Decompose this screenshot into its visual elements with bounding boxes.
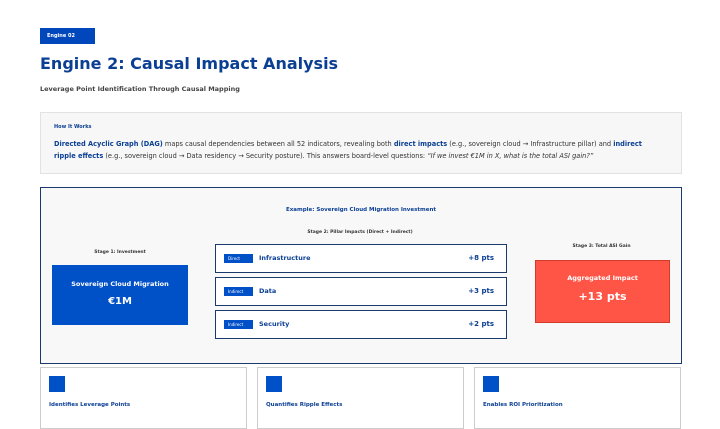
feature-card: Enables ROI Prioritization — [474, 367, 681, 429]
stage-label: Stage 2: Pillar Impacts (Direct + Indire… — [307, 230, 413, 235]
example-panel: Example: Sovereign Cloud Migration Inves… — [40, 187, 682, 364]
text-run: indirect ripple effects — [54, 140, 642, 160]
card-title: Identifies Leverage Points — [49, 402, 131, 408]
impact-tag: Indirect — [224, 287, 253, 296]
text-run: maps causal dependencies between all 52 … — [162, 140, 394, 148]
page: {"header": {"badge": "Engine 02", "title… — [40, 28, 682, 429]
badge: Engine 02 — [40, 28, 95, 44]
pillar-name: Data — [259, 287, 277, 295]
card-icon — [483, 376, 499, 392]
investment-name: Sovereign Cloud Migration — [71, 280, 169, 288]
title: Engine 2: Causal Impact Analysis — [40, 54, 339, 73]
example-title: Example: Sovereign Cloud Migration Inves… — [285, 207, 437, 213]
how-it-works: How It Works Directed Acyclic Graph (DAG… — [40, 112, 682, 174]
impact-tag: Direct — [224, 254, 253, 263]
text-run: Directed Acyclic Graph (DAG) — [54, 140, 163, 148]
text-run: “If we invest €1M in X, what is the tota… — [427, 152, 594, 160]
pillar-impact: +3 pts — [468, 287, 494, 295]
pillar-name: Infrastructure — [259, 254, 311, 262]
impact-row: Direct Infrastructure +8 pts — [215, 244, 507, 273]
card-title: Enables ROI Prioritization — [483, 402, 563, 408]
feature-card: Quantifies Ripple Effects — [257, 367, 464, 429]
text-run: (e.g., sovereign cloud → Infrastructure … — [447, 140, 614, 148]
how-heading: How It Works — [54, 124, 92, 130]
aggregate-name: Aggregated Impact — [567, 274, 638, 282]
text-run: (e.g., sovereign cloud → Data residency … — [103, 152, 428, 160]
aggregate-box: Aggregated Impact +13 pts — [535, 260, 670, 323]
aggregate-total: +13 pts — [578, 290, 627, 303]
feature-card: Identifies Leverage Points — [40, 367, 247, 429]
text-run: direct impacts — [393, 140, 448, 148]
pillar-impact: +2 pts — [468, 320, 494, 328]
subtitle: Leverage Point Identification Through Ca… — [40, 85, 240, 93]
pillar-name: Security — [259, 320, 290, 328]
impact-row: Indirect Data +3 pts — [215, 277, 507, 306]
investment-box: Sovereign Cloud Migration €1M — [52, 265, 188, 325]
card-icon — [266, 376, 282, 392]
impact-tag: Indirect — [224, 320, 253, 329]
pillar-impact: +8 pts — [468, 254, 494, 262]
how-text: Directed Acyclic Graph (DAG) maps causal… — [54, 138, 664, 162]
impact-row: Indirect Security +2 pts — [215, 310, 507, 339]
investment-amount: €1M — [108, 296, 132, 307]
card-title: Quantifies Ripple Effects — [266, 402, 343, 408]
stage-label: Stage 1: Investment — [94, 250, 146, 255]
stage-label: Stage 3: Total ASI Gain — [572, 244, 631, 249]
card-icon — [49, 376, 65, 392]
